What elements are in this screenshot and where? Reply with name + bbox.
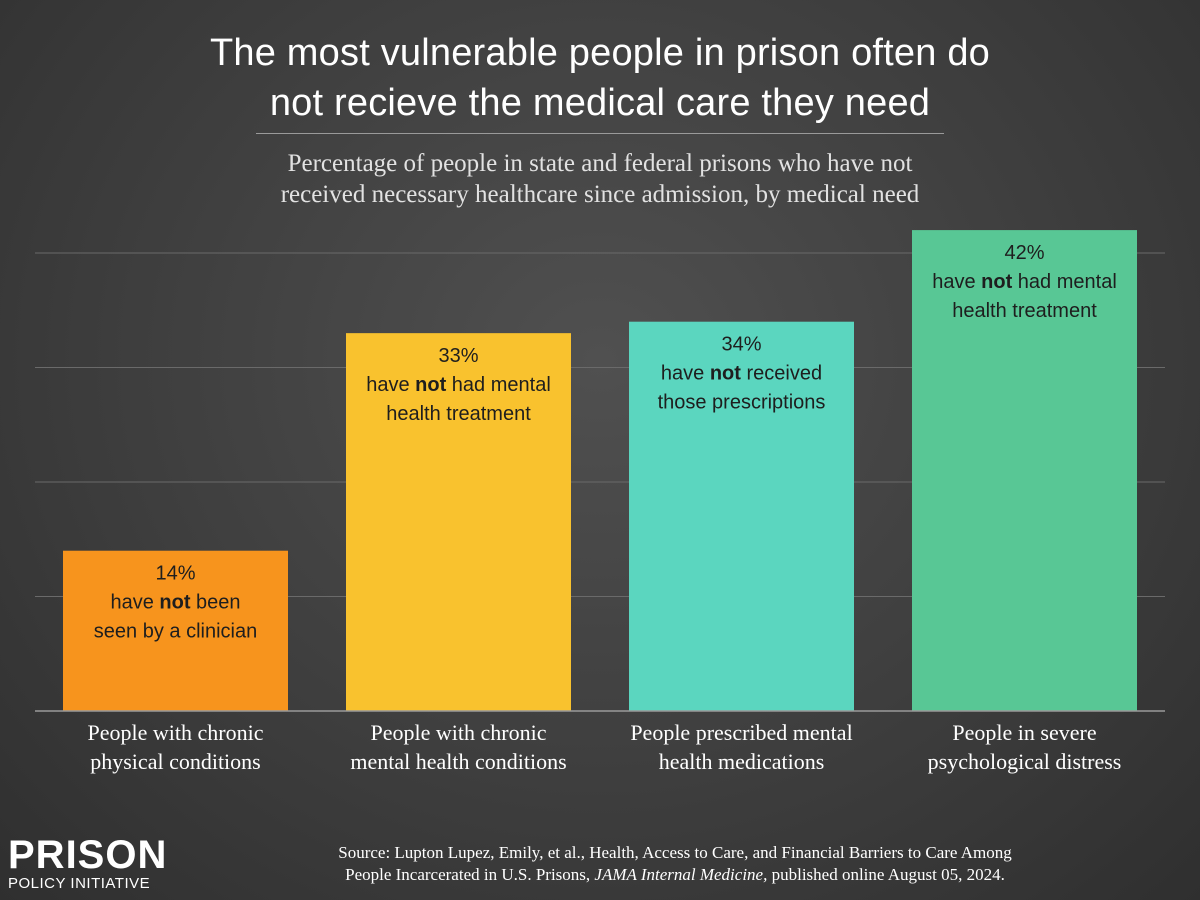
- bar-annotation-line: those prescriptions: [658, 392, 826, 414]
- bar-annotation-line: seen by a clinician: [94, 621, 257, 643]
- bar-annotation-line: health treatment: [952, 300, 1097, 322]
- bar-annotation-line: have not had mental: [932, 271, 1117, 293]
- source-journal: JAMA Internal Medicine,: [594, 865, 768, 884]
- bar-value-label: 14%: [155, 563, 195, 585]
- prison-policy-initiative-logo: PRISON POLICY INITIATIVE: [8, 835, 167, 893]
- bar-annotation-line: have not received: [661, 363, 822, 385]
- bar-value-label: 42%: [1004, 242, 1044, 264]
- title-line-2: not recieve the medical care they need: [269, 82, 931, 124]
- logo-subtitle: POLICY INITIATIVE: [8, 875, 151, 892]
- category-label: People prescribed mental: [630, 720, 852, 745]
- source-line-2-post: published online August 05, 2024.: [767, 865, 1005, 884]
- bar-value-label: 34%: [721, 334, 761, 356]
- bar: [346, 333, 571, 711]
- bar: [912, 230, 1137, 711]
- title-divider: [256, 133, 944, 134]
- category-label: psychological distress: [928, 749, 1122, 774]
- category-label: People in severe: [952, 720, 1096, 745]
- logo-wordmark: PRISON: [8, 833, 168, 877]
- category-label: People with chronic: [88, 720, 264, 745]
- bar: [629, 321, 854, 711]
- subtitle-line-1: Percentage of people in state and federa…: [287, 150, 913, 177]
- source-line-2-pre: People Incarcerated in U.S. Prisons,: [345, 865, 595, 884]
- subtitle-line-2: received necessary healthcare since admi…: [280, 181, 920, 208]
- bar-value-label: 33%: [438, 345, 478, 367]
- category-label: physical conditions: [90, 749, 260, 774]
- chart-subtitle: Percentage of people in state and federa…: [0, 148, 1200, 210]
- chart-title: The most vulnerable people in prison oft…: [0, 28, 1200, 128]
- category-label: mental health conditions: [350, 749, 566, 774]
- source-note: Source: Lupton Lupez, Emily, et al., Hea…: [220, 842, 1130, 886]
- bar: [63, 550, 288, 711]
- category-label: health medications: [659, 749, 825, 774]
- bar-annotation-line: have not had mental: [366, 374, 551, 396]
- title-line-1: The most vulnerable people in prison oft…: [209, 32, 991, 74]
- bar-annotation-line: have not been: [110, 592, 240, 614]
- bar-annotation-line: health treatment: [386, 403, 531, 425]
- source-line-1: Source: Lupton Lupez, Emily, et al., Hea…: [338, 843, 1012, 862]
- category-label: People with chronic: [371, 720, 547, 745]
- source-line-2: People Incarcerated in U.S. Prisons, JAM…: [220, 864, 1130, 886]
